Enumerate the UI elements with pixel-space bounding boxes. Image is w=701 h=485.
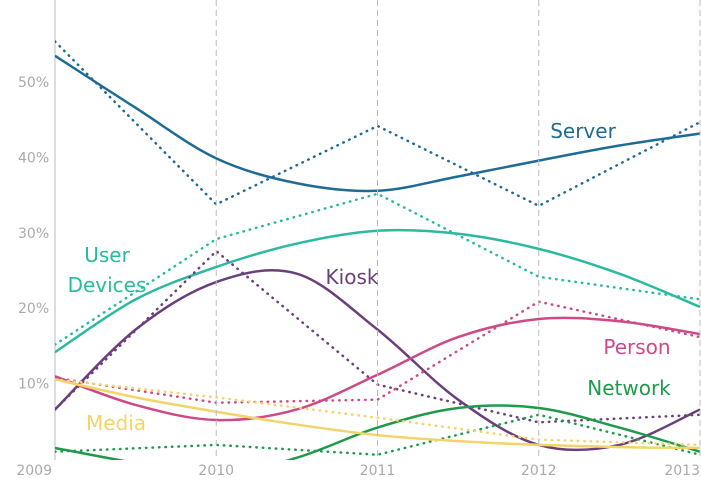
series-label: User Devices bbox=[67, 243, 147, 297]
y-tick-label: 50% bbox=[18, 75, 49, 91]
y-tick-label: 30% bbox=[18, 226, 49, 242]
actual-line bbox=[55, 378, 701, 447]
x-tick-label: 2010 bbox=[198, 463, 234, 479]
x-tick-label: 2011 bbox=[360, 463, 396, 479]
series-label: Person bbox=[603, 335, 671, 359]
series-label: Kiosk bbox=[325, 265, 379, 289]
trend-line bbox=[55, 378, 701, 450]
x-tick-label: 2009 bbox=[16, 463, 52, 479]
x-tick-label: 2013 bbox=[664, 463, 700, 479]
trend-line bbox=[55, 269, 701, 452]
y-tick-label: 20% bbox=[18, 301, 49, 317]
y-tick-label: 10% bbox=[18, 377, 49, 393]
trend-line bbox=[55, 404, 701, 460]
actual-line bbox=[55, 300, 701, 404]
series-label: Media bbox=[85, 411, 147, 435]
series-label: Network bbox=[587, 376, 671, 400]
series-label: Server bbox=[550, 119, 616, 143]
y-tick-label: 40% bbox=[18, 150, 49, 166]
x-tick-label: 2012 bbox=[521, 463, 557, 479]
